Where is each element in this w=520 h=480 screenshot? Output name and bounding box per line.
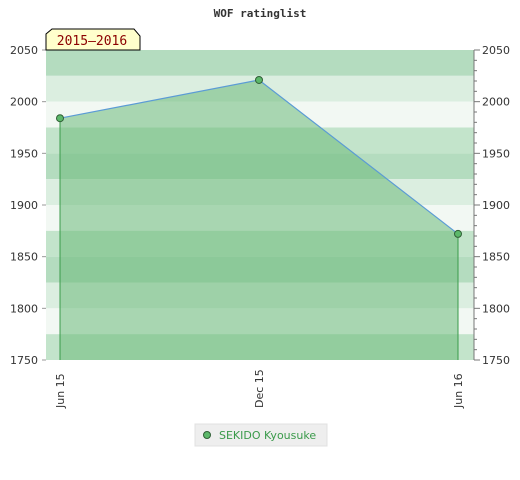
y-tick-label-left: 1900: [10, 199, 38, 212]
season-badge: 2015–2016: [45, 28, 141, 51]
data-point: [454, 229, 462, 238]
plot-band: [46, 50, 474, 76]
x-tick-label: Jun 16: [452, 373, 465, 409]
y-tick-label-right: 1850: [482, 251, 510, 264]
y-tick-label-right: 1750: [482, 354, 510, 367]
y-tick-label-right: 1800: [482, 302, 510, 315]
x-tick-label: Dec 15: [253, 369, 266, 408]
series-area: [60, 79, 458, 360]
y-axis-right: 1750 1800 1850 1900 1950 2000 2050: [473, 44, 510, 367]
y-tick-label-right: 1950: [482, 147, 510, 160]
data-point: [56, 114, 64, 123]
y-tick-label-left: 2050: [10, 44, 38, 57]
legend[interactable]: SEKIDO Kyousuke: [194, 423, 328, 447]
y-tick-label-left: 1950: [10, 147, 38, 160]
y-tick-label-left: 1800: [10, 302, 38, 315]
legend-marker: [203, 431, 211, 439]
data-point: [255, 75, 263, 84]
y-axis-left: 1750 1800 1850 1900 1950 2000 2050: [10, 44, 46, 367]
y-tick-label-right: 1900: [482, 199, 510, 212]
season-badge-label: 2015–2016: [57, 34, 127, 49]
legend-label: SEKIDO Kyousuke: [219, 429, 316, 442]
season-badge-box: [45, 28, 141, 51]
y-tick-label-left: 1850: [10, 251, 38, 264]
x-tick-label: Jun 15: [54, 373, 67, 409]
y-tick-label-left: 1750: [10, 354, 38, 367]
y-tick-label-right: 2050: [482, 44, 510, 57]
x-axis: Jun 15 Dec 15 Jun 16: [54, 369, 465, 409]
legend-box: [194, 423, 328, 447]
series-markers: [56, 75, 462, 238]
y-tick-label-left: 2000: [10, 96, 38, 109]
y-tick-label-right: 2000: [482, 96, 510, 109]
chart-title: WOF ratinglist: [214, 7, 307, 20]
